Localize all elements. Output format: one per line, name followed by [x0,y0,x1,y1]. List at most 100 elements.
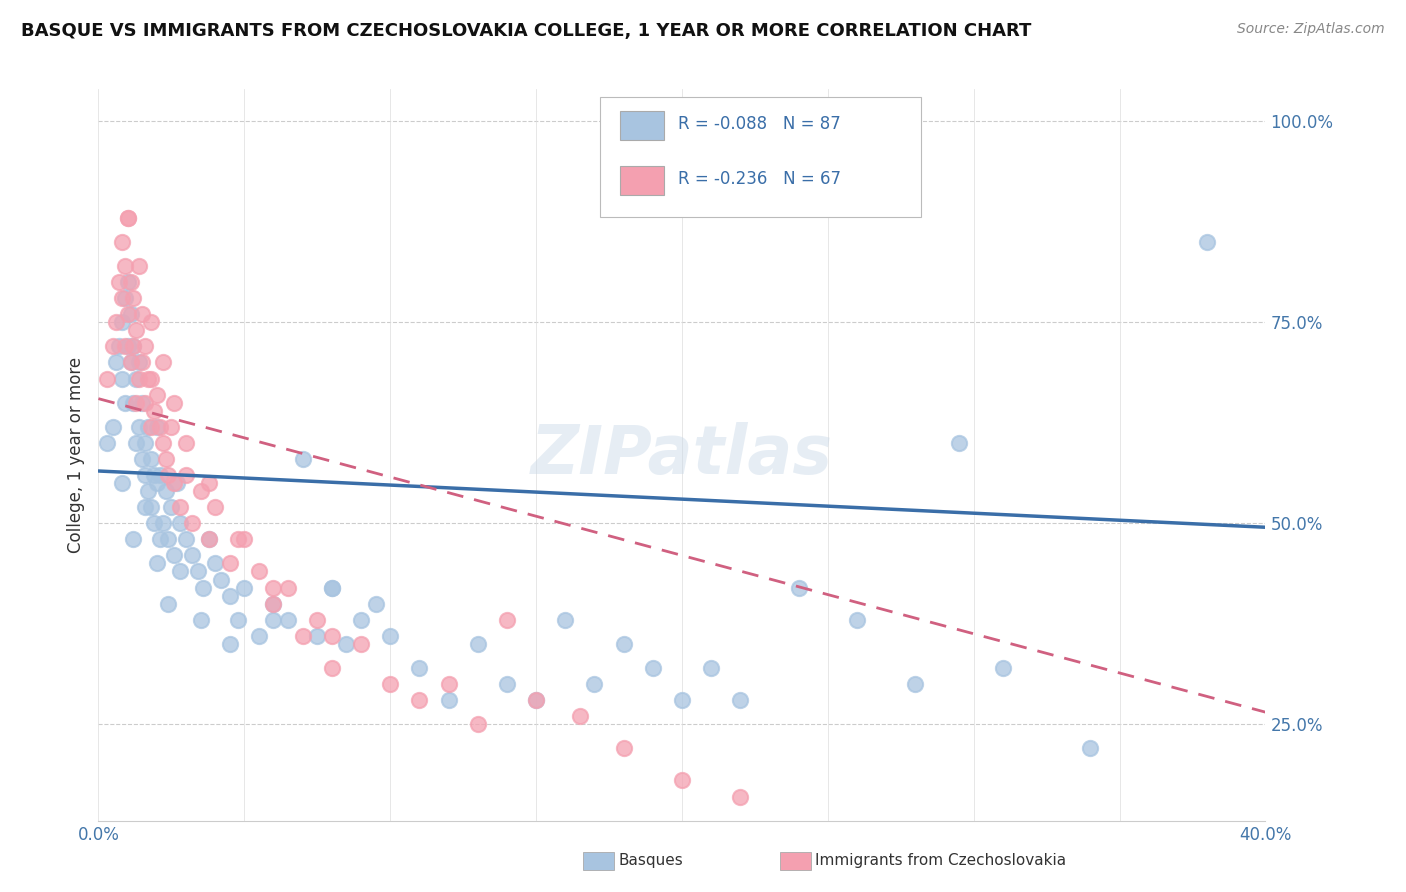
Point [122,339,145,353]
Point [335,637,357,651]
Point [139,500,162,515]
Point [108,339,131,353]
Point [128,355,150,369]
Point [218,637,240,651]
Point [146,557,169,571]
Point [233,533,256,547]
Point [218,589,240,603]
Point [134,395,156,409]
Point [111,235,134,249]
Point [166,476,188,491]
Point [142,516,165,531]
Point [125,435,148,450]
Point [787,581,810,595]
Point [149,419,172,434]
Point [169,500,191,515]
Point [568,709,591,723]
Point [190,613,212,627]
Point [155,484,177,499]
Point [122,291,145,305]
Point [114,395,136,409]
Point [437,677,460,691]
Point [380,677,402,691]
Point [583,677,606,691]
Point [117,211,139,225]
Point [114,339,136,353]
Point [321,629,343,643]
Point [277,581,299,595]
Point [262,613,284,627]
Text: Basques: Basques [619,854,683,868]
Point [612,741,634,756]
Point [152,355,174,369]
Point [104,355,127,369]
Point [904,677,927,691]
Point [277,613,299,627]
Point [111,291,134,305]
Point [524,693,547,707]
Text: ZIPatlas: ZIPatlas [531,422,832,488]
Point [136,419,159,434]
Point [104,315,127,329]
Point [96,371,118,385]
Point [730,789,752,804]
Point [641,661,664,675]
Text: R = -0.088   N = 87: R = -0.088 N = 87 [679,115,841,133]
Point [180,516,202,531]
Point [134,500,156,515]
Point [157,533,180,547]
Point [190,484,212,499]
Point [125,371,148,385]
Text: Source: ZipAtlas.com: Source: ZipAtlas.com [1237,22,1385,37]
Point [262,597,284,611]
Point [108,275,131,289]
Point [524,693,547,707]
Point [114,291,136,305]
Point [163,549,186,563]
Point [163,395,186,409]
Point [209,573,232,587]
Point [146,419,169,434]
Point [204,557,226,571]
Text: Immigrants from Czechoslovakia: Immigrants from Czechoslovakia [815,854,1067,868]
Text: BASQUE VS IMMIGRANTS FROM CZECHOSLOVAKIA COLLEGE, 1 YEAR OR MORE CORRELATION CHA: BASQUE VS IMMIGRANTS FROM CZECHOSLOVAKIA… [21,22,1032,40]
Point [160,500,183,515]
Point [730,693,752,707]
Point [122,533,145,547]
Point [131,307,153,321]
Point [991,661,1014,675]
Bar [620,166,665,195]
Point [146,387,169,401]
Point [117,211,139,225]
Point [142,403,165,417]
Point [1080,741,1102,756]
Point [228,613,250,627]
Point [160,419,183,434]
Point [163,476,186,491]
FancyBboxPatch shape [600,96,921,218]
Point [321,581,343,595]
Point [120,355,142,369]
Point [350,637,373,651]
Point [120,307,142,321]
Point [174,468,197,483]
Point [700,661,723,675]
Point [350,613,373,627]
Point [437,693,460,707]
Point [554,613,576,627]
Point [204,500,226,515]
Point [169,565,191,579]
Point [1195,235,1218,249]
Point [131,355,153,369]
Point [149,468,172,483]
Point [198,533,221,547]
Point [307,629,329,643]
Point [612,637,634,651]
Point [125,395,148,409]
Y-axis label: College, 1 year or more: College, 1 year or more [66,357,84,553]
Point [139,315,162,329]
Point [128,419,150,434]
Point [247,565,270,579]
Point [157,597,180,611]
Point [169,516,191,531]
